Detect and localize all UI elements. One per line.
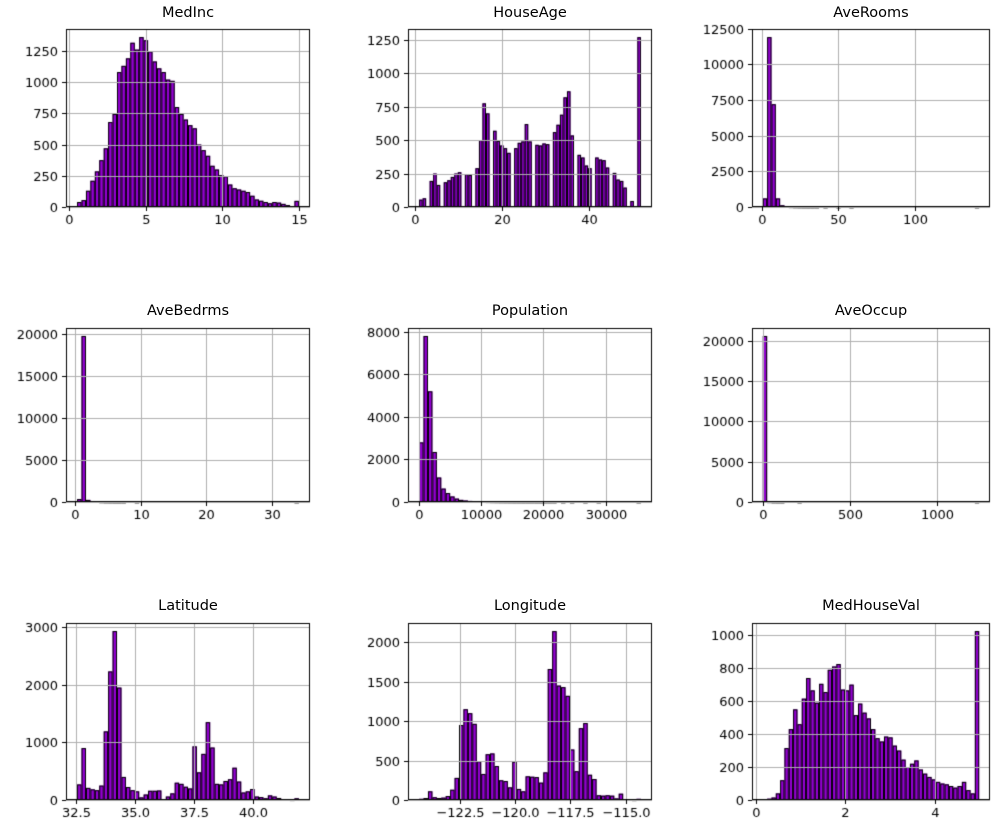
subplot-title-aveoccup: AveOccup [834, 303, 908, 319]
subplot-title-medinc: MedInc [161, 5, 215, 21]
subplot-title-averooms: AveRooms [833, 5, 909, 21]
subplot-title-population: Population [491, 303, 569, 319]
subplot-title-latitude: Latitude [158, 598, 218, 614]
subplot-title-houseage: HouseAge [493, 5, 567, 21]
subplot-title-avebedrms: AveBedrms [146, 303, 230, 319]
subplot-title-medhouseval: MedHouseVal [822, 598, 920, 614]
subplot-title-longitude: Longitude [493, 598, 567, 614]
